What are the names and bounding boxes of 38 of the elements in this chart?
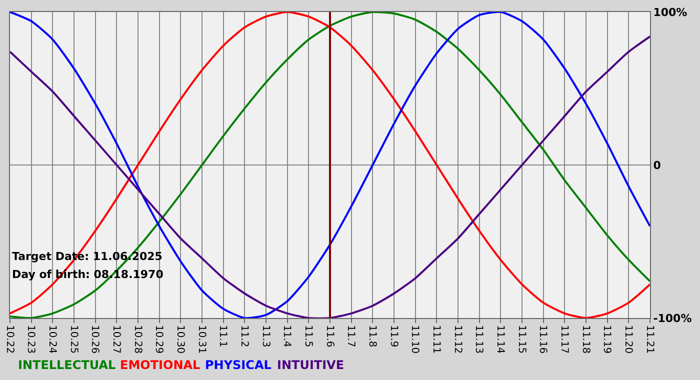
x-tick-label: 10.28 bbox=[132, 325, 143, 354]
x-tick-label: 11.4 bbox=[281, 325, 292, 348]
text: EMOTIONAL bbox=[120, 358, 201, 372]
x-tick-label: 11.12 bbox=[452, 325, 463, 354]
x-tick-label: 11.19 bbox=[601, 325, 612, 354]
x-tick-label: 11.2 bbox=[238, 325, 250, 348]
y-tick-label: -100% bbox=[653, 312, 692, 325]
x-tick-label: 10.23 bbox=[25, 325, 36, 354]
text: PHYSICAL bbox=[205, 358, 272, 372]
x-tick-label: 10.22 bbox=[4, 325, 15, 354]
x-tick-label: 11.13 bbox=[473, 325, 484, 354]
text: INTUITIVE bbox=[277, 358, 344, 372]
x-tick-label: 10.26 bbox=[89, 325, 100, 354]
x-tick-label: 11.3 bbox=[260, 325, 271, 348]
x-tick-label: 11.9 bbox=[388, 325, 399, 348]
x-tick-label: 11.15 bbox=[516, 325, 527, 354]
text: INTELLECTUAL bbox=[18, 358, 116, 372]
x-tick-label: 11.18 bbox=[580, 325, 591, 354]
x-tick-label: 11.7 bbox=[345, 325, 356, 348]
x-tick-label: 11.10 bbox=[409, 325, 420, 354]
x-tick-label: 11.17 bbox=[558, 325, 570, 354]
x-tick-label: 10.24 bbox=[46, 325, 58, 354]
x-tick-label: 10.31 bbox=[196, 325, 207, 354]
x-tick-label: 10.25 bbox=[68, 325, 79, 354]
x-tick-label: 10.27 bbox=[110, 325, 122, 354]
x-tick-label: 10.29 bbox=[153, 325, 164, 354]
x-tick-label: 11.14 bbox=[494, 325, 506, 354]
x-tick-label: 11.6 bbox=[324, 325, 335, 348]
x-tick-label: 11.5 bbox=[302, 325, 314, 348]
x-tick-label: 11.16 bbox=[537, 325, 548, 354]
y-tick-label: 0 bbox=[653, 158, 662, 172]
x-tick-label: 11.8 bbox=[366, 325, 378, 348]
y-tick-label: 100% bbox=[653, 6, 688, 19]
x-tick-label: 11.20 bbox=[622, 325, 634, 354]
x-tick-label: 10.30 bbox=[174, 325, 186, 354]
x-tick-label: 11.21 bbox=[644, 325, 655, 354]
x-tick-label: 11.1 bbox=[217, 325, 228, 348]
x-tick-label: 11.11 bbox=[430, 325, 442, 354]
